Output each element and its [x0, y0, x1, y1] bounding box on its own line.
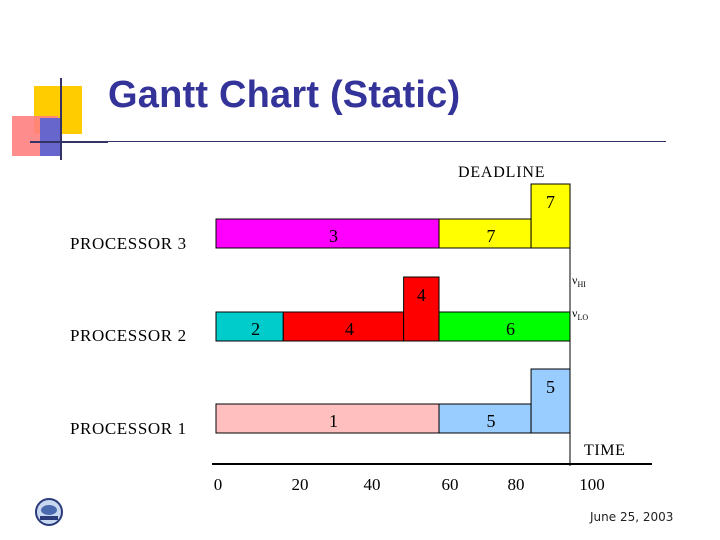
task-bar [438, 218, 532, 249]
x-tick-label: 0 [214, 475, 223, 494]
rate-label: νLO [572, 306, 588, 322]
task-bar [403, 276, 440, 342]
task-bar [438, 311, 571, 342]
processor-label: PROCESSOR 1 [70, 419, 187, 438]
task-bar [215, 311, 284, 342]
task-label: 7 [546, 192, 555, 212]
task-bar [282, 311, 405, 342]
task-label: 4 [417, 285, 426, 305]
ornament-blue-square [40, 118, 62, 156]
task-bar [215, 218, 440, 249]
processor-label: PROCESSOR 3 [70, 234, 187, 253]
task-label: 5 [546, 377, 555, 397]
deadline-label: DEADLINE [458, 164, 545, 181]
task-label: 3 [329, 226, 338, 246]
task-bar [215, 403, 440, 434]
task-label: 1 [329, 411, 338, 431]
task-label: 5 [487, 411, 496, 431]
x-tick-label: 80 [508, 475, 525, 494]
chart-labels: PROCESSOR 3 3 7 7 PROCESSOR 2 2 4 4 6 PROCESSOR 1… [70, 164, 626, 494]
chart-axes [212, 185, 652, 466]
x-tick-label: 20 [292, 475, 309, 494]
ornament-vertical-line [60, 78, 62, 160]
ornament-horizontal-line [30, 141, 108, 143]
task-label: 2 [251, 319, 260, 339]
corner-ornament [0, 0, 110, 160]
slide-title: Gantt Chart (Static) [108, 74, 461, 116]
rate-label: νHI [572, 273, 586, 289]
x-tick-label: 60 [442, 475, 459, 494]
task-bar [530, 368, 571, 434]
processor-label: PROCESSOR 2 [70, 326, 187, 345]
slide-date: June 25, 2003 [590, 510, 674, 524]
task-label: 4 [345, 319, 354, 339]
task-bars [215, 183, 571, 434]
task-label: 7 [487, 226, 496, 246]
task-label: 6 [506, 319, 515, 339]
task-bar [530, 183, 571, 249]
task-bar [438, 403, 532, 434]
x-tick-label: 100 [579, 475, 605, 494]
x-tick-label: 40 [364, 475, 381, 494]
x-axis-label: TIME [584, 442, 626, 459]
title-underline [62, 141, 666, 142]
institution-logo-icon [35, 498, 63, 526]
